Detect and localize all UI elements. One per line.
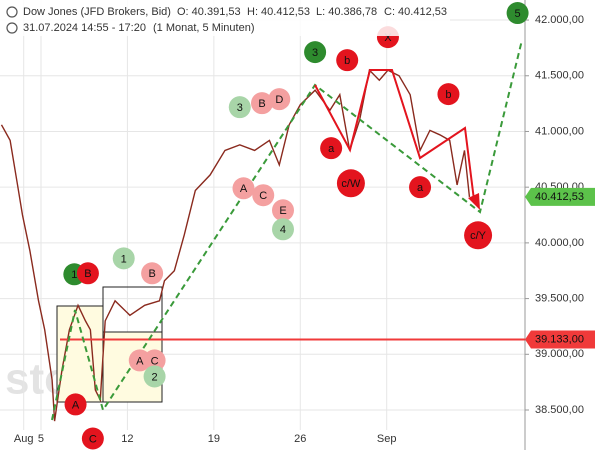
price-tag — [525, 330, 595, 349]
wave-label: 5 — [515, 8, 521, 20]
wave-label: B — [84, 268, 91, 280]
wave-label-marker — [143, 365, 166, 388]
header-bg — [0, 0, 450, 36]
wave-label-marker — [232, 177, 255, 200]
y-tick-label: 41.500,00 — [535, 70, 584, 82]
wave-label: 1 — [71, 269, 77, 281]
wave-label: 4 — [280, 224, 286, 236]
wave-label-marker — [506, 2, 529, 25]
wave-label: B — [148, 268, 155, 280]
wave-label: A — [72, 399, 80, 411]
price-tag-label: 40.412,53 — [535, 191, 584, 203]
wave-label-marker — [76, 262, 99, 285]
wave-label-marker — [320, 137, 343, 160]
wave-label: c/W — [341, 178, 361, 190]
chart-title: Dow Jones (JFD Brokers, Bid) — [23, 6, 171, 18]
wave-label-marker — [268, 88, 291, 111]
x-tick-label: 19 — [208, 433, 220, 445]
wave-label: b — [344, 55, 350, 67]
wave-label-marker — [64, 393, 87, 416]
wave-label: 2 — [152, 371, 158, 383]
x-tick-label: 26 — [294, 433, 306, 445]
wave-label-marker — [251, 92, 274, 115]
x-tick-label: 5 — [38, 433, 44, 445]
wave-label: c/Y — [470, 230, 487, 242]
wave-label: a — [417, 182, 424, 194]
x-tick-label: Aug — [14, 433, 34, 445]
wave-label: C — [89, 433, 97, 445]
wave-line — [314, 69, 475, 201]
y-tick-label: 39.000,00 — [535, 348, 584, 360]
y-tick-label: 42.000,00 — [535, 14, 584, 26]
price-line — [0, 68, 471, 422]
wave-label-marker — [143, 349, 166, 372]
wave-line — [51, 39, 523, 421]
wave-label: E — [279, 205, 286, 217]
wave-label-marker — [81, 427, 104, 450]
wave-label: 3 — [237, 102, 243, 114]
plot — [0, 68, 525, 422]
x-tick-label: 12 — [121, 433, 133, 445]
ohlc-open: O: 40.391,53 — [177, 6, 241, 18]
wave-label-marker — [336, 169, 365, 198]
icon[interactable] — [6, 6, 18, 18]
price-tag — [525, 187, 595, 206]
wave-label-marker — [464, 221, 493, 250]
wave-label-marker — [437, 83, 460, 106]
clock-icon — [6, 22, 18, 34]
ohlc-high: H: 40.412,53 — [247, 6, 310, 18]
wave-label: C — [259, 190, 267, 202]
wave-box — [102, 286, 163, 333]
wave-label: A — [240, 183, 248, 195]
wave-label: C — [151, 355, 159, 367]
wave-label: a — [328, 143, 335, 155]
y-tick-label: 38.500,00 — [535, 404, 584, 416]
x-tick-label: Sep — [377, 433, 397, 445]
wave-label: D — [275, 94, 283, 106]
wave-label-marker — [336, 49, 359, 72]
subtitle: 31.07.2024 14:55 - 17:20 — [23, 22, 146, 34]
wave-label: 1 — [121, 253, 127, 265]
wave-label: A — [136, 355, 144, 367]
wave-label-marker — [409, 176, 432, 199]
ohlc-low: L: 40.386,78 — [316, 6, 377, 18]
y-tick-label: 41.000,00 — [535, 125, 584, 137]
period: (1 Monat, 5 Minuten) — [153, 22, 255, 34]
y-tick-label: 40.000,00 — [535, 237, 584, 249]
y-tick-label: 39.500,00 — [535, 292, 584, 304]
wave-label-marker — [141, 262, 164, 285]
ohlc-close: C: 40.412,53 — [384, 6, 447, 18]
price-tag-label: 39.133,00 — [535, 333, 584, 345]
wave-label-marker — [252, 184, 275, 207]
wave-label: B — [258, 98, 265, 110]
wave-label-marker — [271, 199, 294, 222]
wave-label: X — [384, 32, 392, 44]
wave-label-marker — [271, 218, 294, 241]
wave-label: 3 — [312, 47, 318, 59]
wave-label-marker — [228, 96, 251, 119]
wave-label-marker — [304, 41, 327, 64]
wave-label-marker — [112, 247, 135, 270]
arrow-head — [468, 193, 480, 210]
wave-label: b — [445, 89, 451, 101]
